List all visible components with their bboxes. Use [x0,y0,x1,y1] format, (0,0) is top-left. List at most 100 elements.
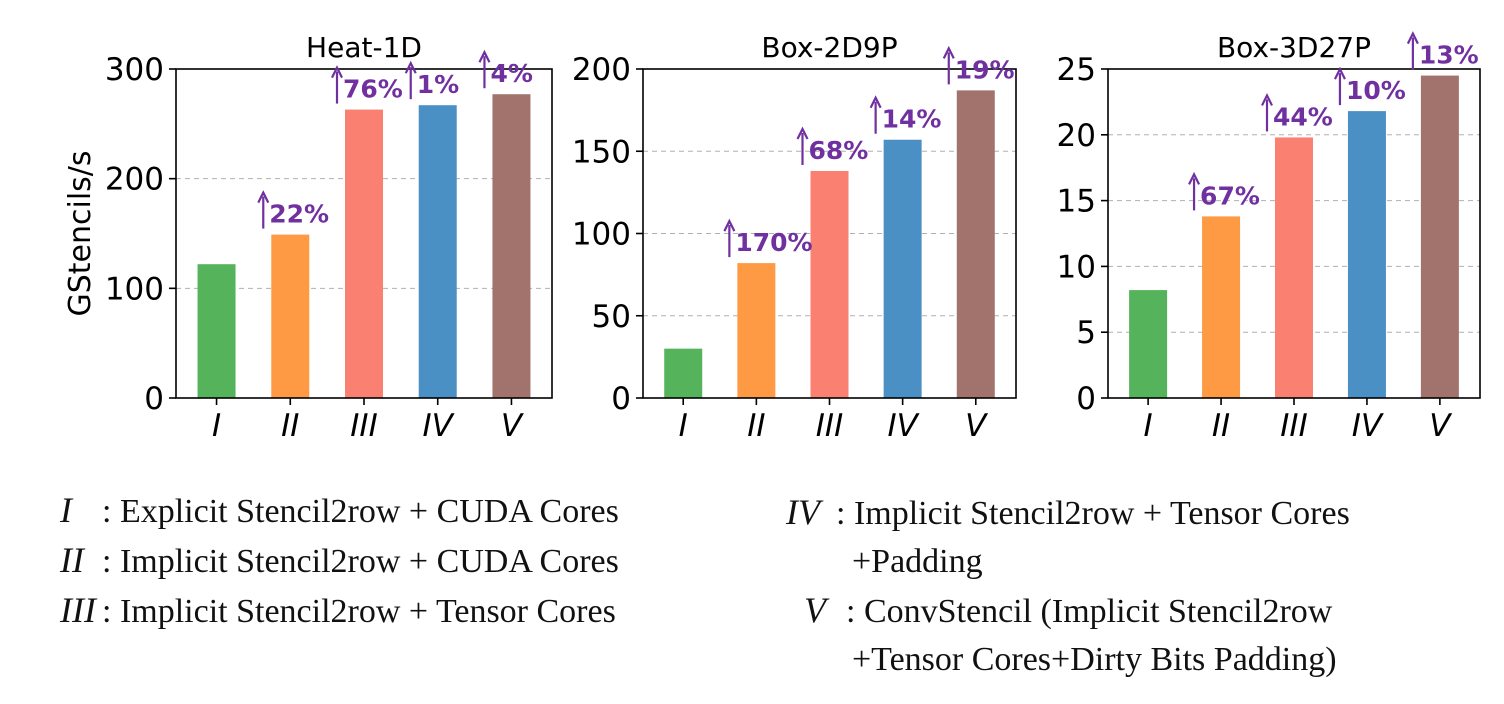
speedup-label: 22% [269,200,329,229]
speedup-arrow-head [478,49,491,63]
legend-key: V [804,590,826,630]
x-tick-label: II [281,408,299,444]
legend-sep: : [846,593,856,630]
x-tick-label: IV [423,408,456,444]
speedup-arrow-head [331,65,343,79]
legend-key: I [60,490,72,530]
bar-V [956,90,995,398]
bar-IV [883,139,922,399]
chart-title: Box-2D9P [761,31,897,64]
speedup-arrow-head [723,218,736,232]
y-tick-label: 10 [1057,249,1096,285]
y-tick-label: 25 [1057,52,1096,88]
chart-title: Heat-1D [306,31,422,64]
legend-item-IV-continued: +Padding [786,538,1350,586]
y-tick-label: 0 [144,381,164,417]
bar-IV [1347,111,1386,398]
bar-II [737,263,776,398]
bar-V [1420,75,1459,398]
legend-left: I: Explicit Stencil2row + CUDA Cores II:… [60,486,619,636]
chart-title: Box-3D27P [1217,31,1371,64]
speedup-annotation: 22% [257,190,329,229]
speedup-arrow-head [1333,66,1346,80]
y-tick-label: 100 [572,217,631,253]
y-tick-label: 300 [105,52,164,88]
bar-II [1202,216,1241,398]
legend-text: ConvStencil (Implicit Stencil2row [855,593,1333,630]
speedup-arrow-head [1261,92,1273,106]
y-tick-label: 100 [105,271,164,307]
legend-item-II: II: Implicit Stencil2row + CUDA Cores [60,536,619,586]
speedup-label: 67% [1200,181,1260,210]
x-tick-label: I [1144,408,1153,444]
legend-text: Implicit Stencil2row + Tensor Cores [845,495,1350,532]
legend-key: III [60,590,96,630]
bar-III [1275,137,1313,398]
legend-sep: : [836,495,846,532]
bar-I [1129,290,1168,398]
y-tick-label: 150 [572,134,631,170]
legend-item-V-continued: +Tensor Cores+Dirty Bits Padding) [786,636,1350,684]
legend-sep: : [102,493,112,530]
legend-item-III: III: Implicit Stencil2row + Tensor Cores [60,586,619,636]
legend-text: Implicit Stencil2row + CUDA Cores [111,543,619,580]
speedup-label: 1% [417,70,459,99]
y-axis-label: GStencils/s [63,150,98,316]
legend-right: IV: Implicit Stencil2row + Tensor Cores … [786,488,1350,684]
x-tick-label: V [501,408,525,444]
speedup-annotation: 13% [1406,31,1479,70]
legend-item-I: I: Explicit Stencil2row + CUDA Cores [60,486,619,536]
speedup-annotation: 1% [404,60,459,100]
y-tick-label: 50 [592,299,631,335]
y-tick-label: 0 [611,381,631,417]
x-tick-label: III [1280,408,1307,444]
speedup-annotation: 44% [1261,92,1333,132]
bar-I [664,348,703,398]
x-tick-label: I [212,408,221,444]
y-tick-label: 200 [572,52,631,88]
speedup-arrow-head [404,60,417,74]
x-tick-label: IV [887,408,920,444]
speedup-arrow-head [942,45,955,59]
legend-key: IV [786,492,820,532]
x-tick-label: III [816,408,843,444]
bar-III [810,170,849,398]
legend-sep: : [102,593,112,630]
speedup-label: 170% [735,228,812,257]
speedup-annotation: 68% [796,126,869,165]
bar-I [197,264,236,398]
speedup-arrow-head [869,95,882,109]
legend-item-IV: IV: Implicit Stencil2row + Tensor Cores [786,488,1350,538]
speedup-arrow-head [1406,31,1419,45]
legend-key: II [60,540,84,580]
y-tick-label: 200 [105,162,164,198]
speedup-label: 19% [955,55,1015,84]
speedup-annotation: 67% [1188,171,1260,211]
bar-V [492,94,531,399]
y-tick-label: 15 [1057,184,1096,220]
legend-item-V: V: ConvStencil (Implicit Stencil2row [786,586,1350,636]
speedup-label: 76% [343,75,403,104]
speedup-annotation: 4% [478,49,533,89]
bar-II [271,234,310,398]
legend-sep: : [102,543,112,580]
x-tick-label: I [679,408,688,444]
legend-text: Explicit Stencil2row + CUDA Cores [111,493,619,530]
y-tick-label: 0 [1076,381,1096,417]
speedup-label: 10% [1346,76,1406,105]
bar-III [345,109,383,399]
speedup-label: 4% [490,59,532,88]
speedup-label: 13% [1419,41,1479,70]
speedup-annotation: 170% [723,218,813,258]
x-tick-label: II [747,408,765,444]
x-tick-label: IV [1352,408,1385,444]
speedup-label: 44% [1273,102,1333,131]
speedup-arrow-head [796,126,809,140]
speedup-label: 68% [809,136,869,165]
speedup-annotation: 19% [942,45,1015,85]
y-tick-label: 5 [1076,315,1096,351]
speedup-annotation: 14% [869,95,941,134]
x-tick-label: V [1429,408,1453,444]
